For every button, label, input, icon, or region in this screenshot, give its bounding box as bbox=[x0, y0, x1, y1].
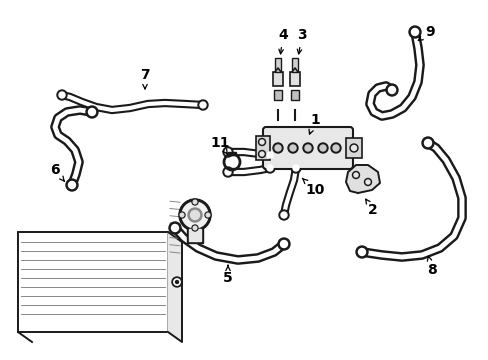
Circle shape bbox=[349, 144, 357, 152]
Circle shape bbox=[279, 210, 288, 220]
Text: 3: 3 bbox=[297, 28, 306, 54]
Circle shape bbox=[364, 179, 371, 185]
Circle shape bbox=[305, 145, 310, 151]
Circle shape bbox=[408, 26, 420, 38]
Circle shape bbox=[223, 167, 232, 177]
Circle shape bbox=[88, 108, 95, 116]
Circle shape bbox=[385, 84, 397, 96]
Circle shape bbox=[200, 102, 205, 108]
Circle shape bbox=[224, 149, 230, 155]
Circle shape bbox=[353, 173, 357, 177]
Circle shape bbox=[182, 202, 207, 228]
FancyBboxPatch shape bbox=[289, 72, 299, 86]
Circle shape bbox=[179, 199, 210, 231]
Circle shape bbox=[365, 180, 369, 184]
Circle shape bbox=[192, 199, 198, 205]
Circle shape bbox=[179, 212, 184, 218]
Circle shape bbox=[292, 165, 298, 171]
Circle shape bbox=[272, 143, 283, 153]
Circle shape bbox=[260, 152, 264, 156]
FancyBboxPatch shape bbox=[272, 72, 283, 86]
Circle shape bbox=[330, 143, 340, 153]
Circle shape bbox=[68, 181, 75, 189]
Circle shape bbox=[264, 163, 274, 173]
Circle shape bbox=[198, 100, 207, 110]
Text: 8: 8 bbox=[426, 256, 436, 277]
Circle shape bbox=[206, 213, 209, 217]
Circle shape bbox=[59, 92, 65, 98]
Circle shape bbox=[173, 279, 180, 285]
Circle shape bbox=[317, 143, 327, 153]
Text: 4: 4 bbox=[278, 28, 287, 54]
Circle shape bbox=[287, 143, 297, 153]
Circle shape bbox=[424, 140, 430, 147]
Circle shape bbox=[281, 212, 286, 218]
Circle shape bbox=[351, 145, 356, 150]
Circle shape bbox=[355, 246, 367, 258]
Circle shape bbox=[258, 139, 265, 145]
Circle shape bbox=[193, 200, 196, 204]
Circle shape bbox=[86, 106, 98, 118]
Text: 5: 5 bbox=[223, 265, 232, 285]
Polygon shape bbox=[346, 165, 379, 193]
Circle shape bbox=[193, 226, 196, 230]
Circle shape bbox=[258, 150, 265, 158]
Text: 6: 6 bbox=[50, 163, 64, 181]
Circle shape bbox=[266, 152, 272, 158]
Bar bbox=[256, 136, 269, 160]
Circle shape bbox=[223, 147, 232, 157]
Bar bbox=[346, 138, 361, 158]
Bar bbox=[274, 58, 281, 72]
Text: 10: 10 bbox=[302, 178, 324, 197]
Circle shape bbox=[280, 240, 287, 248]
Circle shape bbox=[332, 145, 338, 151]
Circle shape bbox=[352, 171, 359, 179]
Bar bbox=[18, 232, 168, 332]
Circle shape bbox=[180, 213, 183, 217]
Bar bbox=[291, 58, 297, 72]
Circle shape bbox=[187, 208, 202, 222]
Circle shape bbox=[289, 145, 295, 151]
Circle shape bbox=[358, 248, 365, 256]
Circle shape bbox=[266, 165, 272, 171]
Circle shape bbox=[172, 277, 182, 287]
Circle shape bbox=[411, 28, 418, 36]
Bar bbox=[227, 152, 236, 155]
Circle shape bbox=[274, 145, 281, 151]
Bar bbox=[290, 90, 298, 100]
Circle shape bbox=[169, 222, 181, 234]
Text: 7: 7 bbox=[140, 68, 149, 89]
Circle shape bbox=[171, 225, 178, 231]
Circle shape bbox=[264, 150, 274, 160]
Circle shape bbox=[260, 140, 264, 144]
Circle shape bbox=[175, 280, 178, 284]
Circle shape bbox=[224, 169, 230, 175]
Bar bbox=[189, 229, 201, 241]
Circle shape bbox=[66, 179, 78, 191]
Circle shape bbox=[387, 86, 395, 94]
Circle shape bbox=[303, 143, 312, 153]
Text: 1: 1 bbox=[308, 113, 319, 134]
Circle shape bbox=[421, 137, 433, 149]
Bar bbox=[186, 227, 203, 243]
Text: 11: 11 bbox=[210, 136, 229, 154]
Bar bbox=[273, 90, 282, 100]
Circle shape bbox=[204, 212, 210, 218]
Circle shape bbox=[192, 225, 198, 231]
Circle shape bbox=[319, 145, 325, 151]
Circle shape bbox=[190, 211, 199, 220]
Circle shape bbox=[290, 163, 301, 173]
Circle shape bbox=[278, 238, 289, 250]
Polygon shape bbox=[168, 232, 182, 342]
Circle shape bbox=[57, 90, 67, 100]
FancyBboxPatch shape bbox=[263, 127, 352, 169]
Text: 9: 9 bbox=[418, 25, 434, 41]
Text: 2: 2 bbox=[365, 199, 377, 217]
